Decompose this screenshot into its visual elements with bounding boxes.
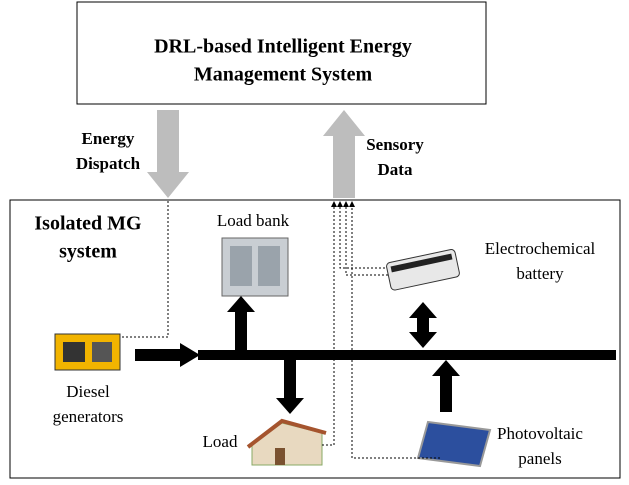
label: Load	[203, 432, 238, 451]
power-arrow	[276, 360, 304, 414]
label: Dispatch	[76, 154, 141, 173]
label: Electrochemical	[485, 239, 596, 258]
power-arrow	[409, 302, 437, 348]
battery-icon	[386, 249, 460, 291]
sensory-arrow	[323, 110, 365, 198]
label: panels	[518, 449, 561, 468]
label: Isolated MG	[34, 213, 142, 235]
solar-icon	[418, 422, 490, 466]
house-icon	[248, 421, 326, 465]
load-bank-icon	[222, 238, 288, 296]
dispatch-arrow	[147, 110, 189, 198]
dotted-line	[322, 204, 334, 445]
bus	[198, 350, 616, 360]
dotted-line	[340, 204, 385, 268]
diagram: DRL-based Intelligent Energy Management …	[0, 0, 629, 485]
label: Load bank	[217, 211, 290, 230]
power-arrow	[432, 360, 460, 412]
power-arrow	[135, 343, 200, 367]
label: Diesel	[66, 382, 110, 401]
label: Energy	[82, 129, 135, 148]
label: Sensory	[366, 135, 424, 154]
label: Data	[378, 160, 413, 179]
power-arrow	[227, 296, 255, 350]
label: generators	[53, 407, 124, 426]
label: battery	[516, 264, 564, 283]
generator-icon	[55, 334, 120, 370]
label: system	[59, 241, 117, 263]
label: Photovoltaic	[497, 424, 583, 443]
title: DRL-based Intelligent Energy	[154, 36, 412, 58]
title: Management System	[194, 64, 373, 86]
